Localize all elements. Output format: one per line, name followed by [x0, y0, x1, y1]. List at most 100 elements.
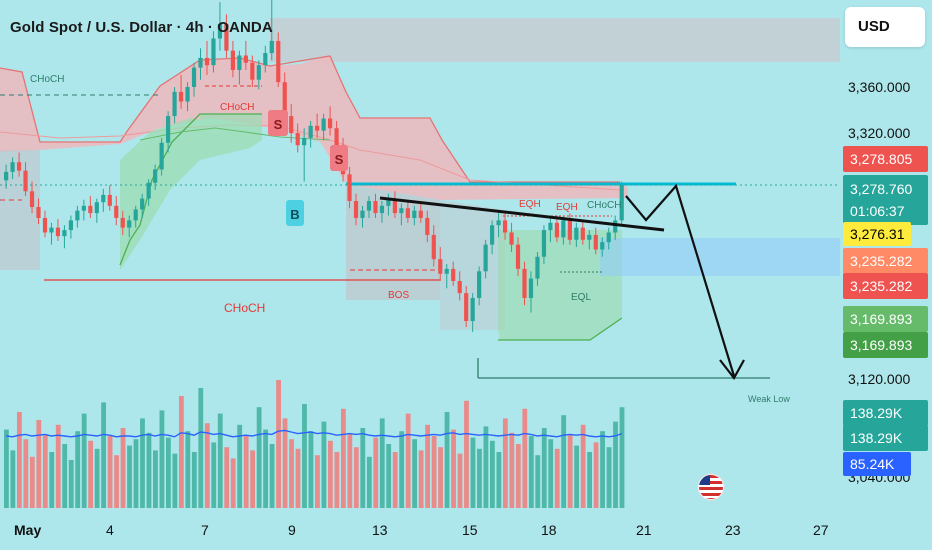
currency-button[interactable]: USD: [845, 7, 925, 47]
volume-bar: [94, 448, 100, 508]
sell-marker: [330, 145, 348, 171]
candle-body: [172, 91, 177, 117]
candle-body: [464, 293, 469, 322]
candle-body: [217, 23, 223, 39]
candle-body: [204, 57, 210, 66]
candle-body: [166, 116, 171, 143]
volume-bar: [230, 458, 236, 508]
buy-marker: [286, 200, 304, 226]
volume-bar: [600, 431, 605, 508]
weak-low-label: Weak Low: [748, 394, 790, 404]
volume-bar: [412, 439, 418, 508]
candle-body: [373, 200, 378, 214]
candle-body: [289, 116, 294, 134]
price-badge-label: 01:06:37: [850, 203, 905, 219]
projection-arrowhead: [719, 359, 745, 380]
volume-bar: [191, 452, 197, 508]
candle-body: [211, 38, 216, 66]
volume-bar: [328, 440, 333, 508]
demand-cloud-2: [498, 230, 622, 340]
candle-body: [68, 220, 73, 231]
volume-bar: [172, 453, 178, 508]
price-badge: [843, 175, 928, 225]
volume-bar: [496, 452, 502, 508]
price-badge-label: 3,235.282: [850, 278, 912, 294]
volume-bar: [204, 423, 210, 508]
candle-body: [509, 232, 514, 245]
volume-bar: [425, 424, 430, 508]
volume-bar: [36, 420, 42, 508]
candle-body: [250, 62, 255, 80]
price-badge-label: 138.29K: [850, 430, 903, 446]
time-tick-label: 4: [106, 522, 114, 538]
volume-bar: [574, 445, 580, 508]
candle-body: [308, 125, 313, 138]
eqh-label: EQH: [556, 202, 578, 213]
candle-body: [444, 268, 449, 274]
volume-bar: [515, 444, 521, 508]
time-tick-label: 23: [725, 522, 741, 538]
volume-bar: [347, 434, 353, 508]
candle-body: [133, 209, 138, 221]
volume-bar: [535, 455, 541, 508]
supply-zone: [270, 18, 840, 62]
volume-bar: [302, 404, 307, 508]
candle-body: [302, 137, 307, 146]
candle-body: [606, 232, 611, 243]
volume-bar: [75, 431, 81, 508]
volume-bar: [606, 447, 612, 508]
candle-body: [366, 200, 372, 211]
volume-bar: [587, 452, 592, 508]
volume-bar: [366, 456, 372, 508]
time-tick-label: 9: [288, 522, 296, 538]
candle-body: [315, 125, 320, 131]
candle-body: [425, 217, 430, 235]
candle-body: [399, 208, 404, 214]
volume-bar: [470, 437, 476, 508]
price-badge: [843, 306, 928, 332]
volume-bar: [10, 450, 16, 508]
price-badge-label: 3,278.760: [850, 181, 912, 197]
volume-bar: [133, 439, 139, 508]
candle-body: [159, 142, 164, 170]
volume-bar: [256, 407, 262, 508]
candle-body: [146, 182, 151, 199]
candle-body: [541, 230, 547, 257]
volume-bar: [29, 456, 35, 508]
volume-bar: [418, 450, 424, 508]
candle-body: [81, 205, 86, 211]
volume-bar: [464, 400, 469, 508]
price-tick-label: 3,320.000: [848, 125, 910, 141]
volume-bar: [295, 448, 301, 508]
candle-body: [535, 256, 540, 279]
volume-bar: [16, 412, 22, 508]
candle-body: [49, 227, 54, 233]
candle-body: [438, 259, 443, 274]
candle-body: [561, 220, 566, 238]
sell-marker-label: S: [335, 152, 344, 167]
time-tick-label: 21: [636, 522, 652, 538]
candle-body: [191, 67, 197, 87]
volume-bar: [276, 380, 281, 508]
volume-bar: [593, 442, 599, 508]
volume-bar: [23, 439, 29, 508]
upper-band-line: [0, 55, 620, 183]
volume-bar: [541, 428, 547, 508]
candle-body: [295, 133, 300, 146]
candle-body: [36, 207, 41, 218]
candle-body: [114, 205, 119, 218]
volume-bar: [405, 413, 411, 508]
volume-bar: [321, 421, 327, 508]
us-flag-icon[interactable]: [697, 473, 725, 501]
choch-label: CHoCH: [220, 102, 254, 113]
price-badge-label: 85.24K: [850, 456, 895, 472]
left-grey-zone: [0, 150, 40, 270]
volume-bar: [114, 455, 119, 508]
candle-body: [23, 170, 28, 192]
candle-body: [94, 202, 99, 214]
candle-body: [237, 55, 242, 71]
volume-bar: [522, 408, 528, 508]
sell-marker-label: S: [274, 117, 283, 132]
choch-label: CHoCH: [30, 74, 64, 85]
